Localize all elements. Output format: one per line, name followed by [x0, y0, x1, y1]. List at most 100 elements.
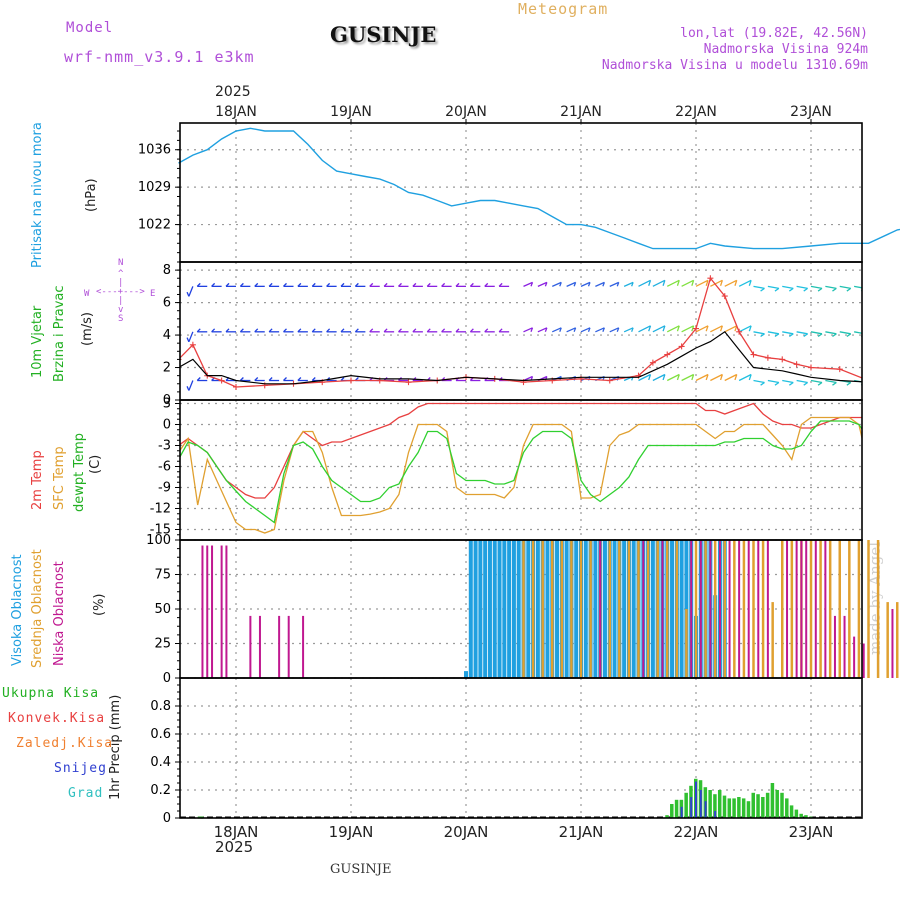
compass-w: W — [84, 289, 90, 299]
wind-arrow-head — [297, 328, 302, 333]
cloud-low-bar — [800, 540, 803, 678]
wind-arrow — [609, 281, 620, 287]
wind-arrow-head — [676, 280, 680, 286]
cloud-low-bar — [824, 540, 827, 678]
cloud-high-bar — [602, 540, 607, 678]
wind-arrow-head — [326, 282, 331, 287]
precip-rain-bar — [780, 792, 784, 818]
cloud-high-bar — [612, 540, 617, 678]
wind-arrow-head — [705, 280, 709, 286]
panel-frame-wind — [179, 261, 863, 401]
cloud-high-bar — [545, 540, 550, 678]
cloud-high-bar — [564, 540, 569, 678]
cloud-mid-bar — [646, 540, 650, 678]
wind-arrow-head — [211, 282, 216, 287]
wind-gust-mark — [707, 275, 714, 282]
wind-arrow-head — [662, 374, 666, 381]
ytick-label-pressure: 1022 — [138, 218, 171, 233]
wind-arrow-head — [426, 282, 431, 287]
wind-arrow-head — [354, 282, 359, 287]
wind-gust-mark — [218, 377, 225, 384]
cloud-mid-bar — [685, 609, 688, 678]
wind-arrow-head — [283, 282, 287, 287]
cloud-mid-bar — [790, 540, 794, 678]
cloud-high-bar — [535, 540, 540, 678]
wind-arrow-head — [441, 282, 446, 287]
bottom-day-label: 18JAN — [214, 823, 259, 841]
wind-arrow — [623, 281, 634, 287]
cloud-low-bar — [249, 615, 252, 678]
wind-arrow-head — [196, 377, 201, 381]
wind-arrow-head — [719, 280, 723, 286]
wind-arrow — [796, 379, 808, 384]
wind-arrow-head — [748, 374, 752, 381]
wind-arrow — [523, 327, 533, 333]
wind-arrow — [724, 325, 738, 333]
wind-arrow — [580, 327, 591, 333]
wind-arrow — [825, 285, 837, 289]
wind-arrow-head — [441, 328, 446, 333]
cloud-low-bar — [853, 636, 856, 678]
bottom-day-label: 20JAN — [444, 823, 489, 841]
cloud-high-bar — [631, 540, 636, 678]
wind-gust-mark — [405, 379, 412, 386]
bottom-year: 2025 — [215, 838, 254, 856]
wind-arrow-head — [719, 374, 723, 381]
wind-arrow-head — [705, 374, 709, 381]
wind-arrow-head — [311, 328, 316, 333]
wind-arrow-head — [890, 288, 894, 291]
cloud-mid-bar — [761, 540, 765, 678]
wind-arrow — [695, 279, 709, 287]
temp-plot — [180, 402, 862, 534]
wind-arrow — [551, 327, 562, 333]
wind-arrow-head — [573, 282, 577, 287]
wind-arrow-head — [631, 282, 634, 287]
bottom-day-label: 23JAN — [789, 823, 834, 841]
cloud-mid-bar — [809, 540, 813, 678]
wind-arrow — [839, 331, 851, 335]
wind-arrow — [883, 332, 894, 334]
wind-arrow-head — [225, 328, 230, 333]
wind-arrow-head — [803, 287, 808, 292]
precip-snow-bar — [714, 811, 717, 818]
wind-arrow-head — [788, 333, 794, 338]
ytick-label-wind: 8 — [163, 263, 171, 278]
wind-arrow-head — [311, 282, 316, 287]
wind-arrow — [810, 285, 823, 289]
cloud-high-bar — [555, 540, 560, 678]
precip-rain-bar — [741, 798, 746, 818]
cloud-low-bar — [766, 540, 769, 678]
wind-arrow-head — [734, 374, 738, 381]
precip-rain-bar — [761, 797, 765, 818]
wind-arrow — [854, 331, 862, 334]
cloud-mid-bar — [522, 540, 525, 678]
wind-arrow-head — [455, 328, 460, 333]
ytick-label-pressure: 1029 — [138, 180, 171, 195]
ytick-label-cloud: 100 — [146, 533, 171, 548]
cloud-low-bar — [690, 540, 693, 678]
wind-arrow-head — [876, 288, 880, 291]
model-label: Model — [66, 20, 114, 36]
ytick-label-temp: -15 — [150, 523, 171, 538]
wind-arrow — [652, 279, 666, 287]
cloud-mid-bar — [838, 540, 841, 678]
wind-arrow-head — [426, 328, 431, 333]
wind-arrow — [188, 380, 194, 391]
cloud-mid-bar — [656, 540, 659, 678]
wind-arrow-head — [469, 282, 474, 287]
precip-rain-bar — [674, 799, 679, 818]
wind-arrow — [188, 331, 194, 343]
top-day-label: 21JAN — [560, 104, 602, 120]
wind-gust-line — [180, 276, 862, 388]
wind-arrow — [810, 331, 823, 335]
wind-arrow-head — [398, 328, 402, 333]
wind-arrow-head — [846, 381, 852, 386]
cloud-low-bar — [211, 545, 214, 678]
wind-gust-mark — [750, 351, 757, 358]
cloud-low-bar — [599, 540, 602, 678]
wind-arrow — [738, 373, 752, 382]
cloud-low-bar — [795, 540, 798, 678]
cloud-mid-bar — [589, 540, 592, 678]
cloud-high-bar — [593, 540, 598, 678]
wind-arrow-head — [760, 287, 765, 292]
